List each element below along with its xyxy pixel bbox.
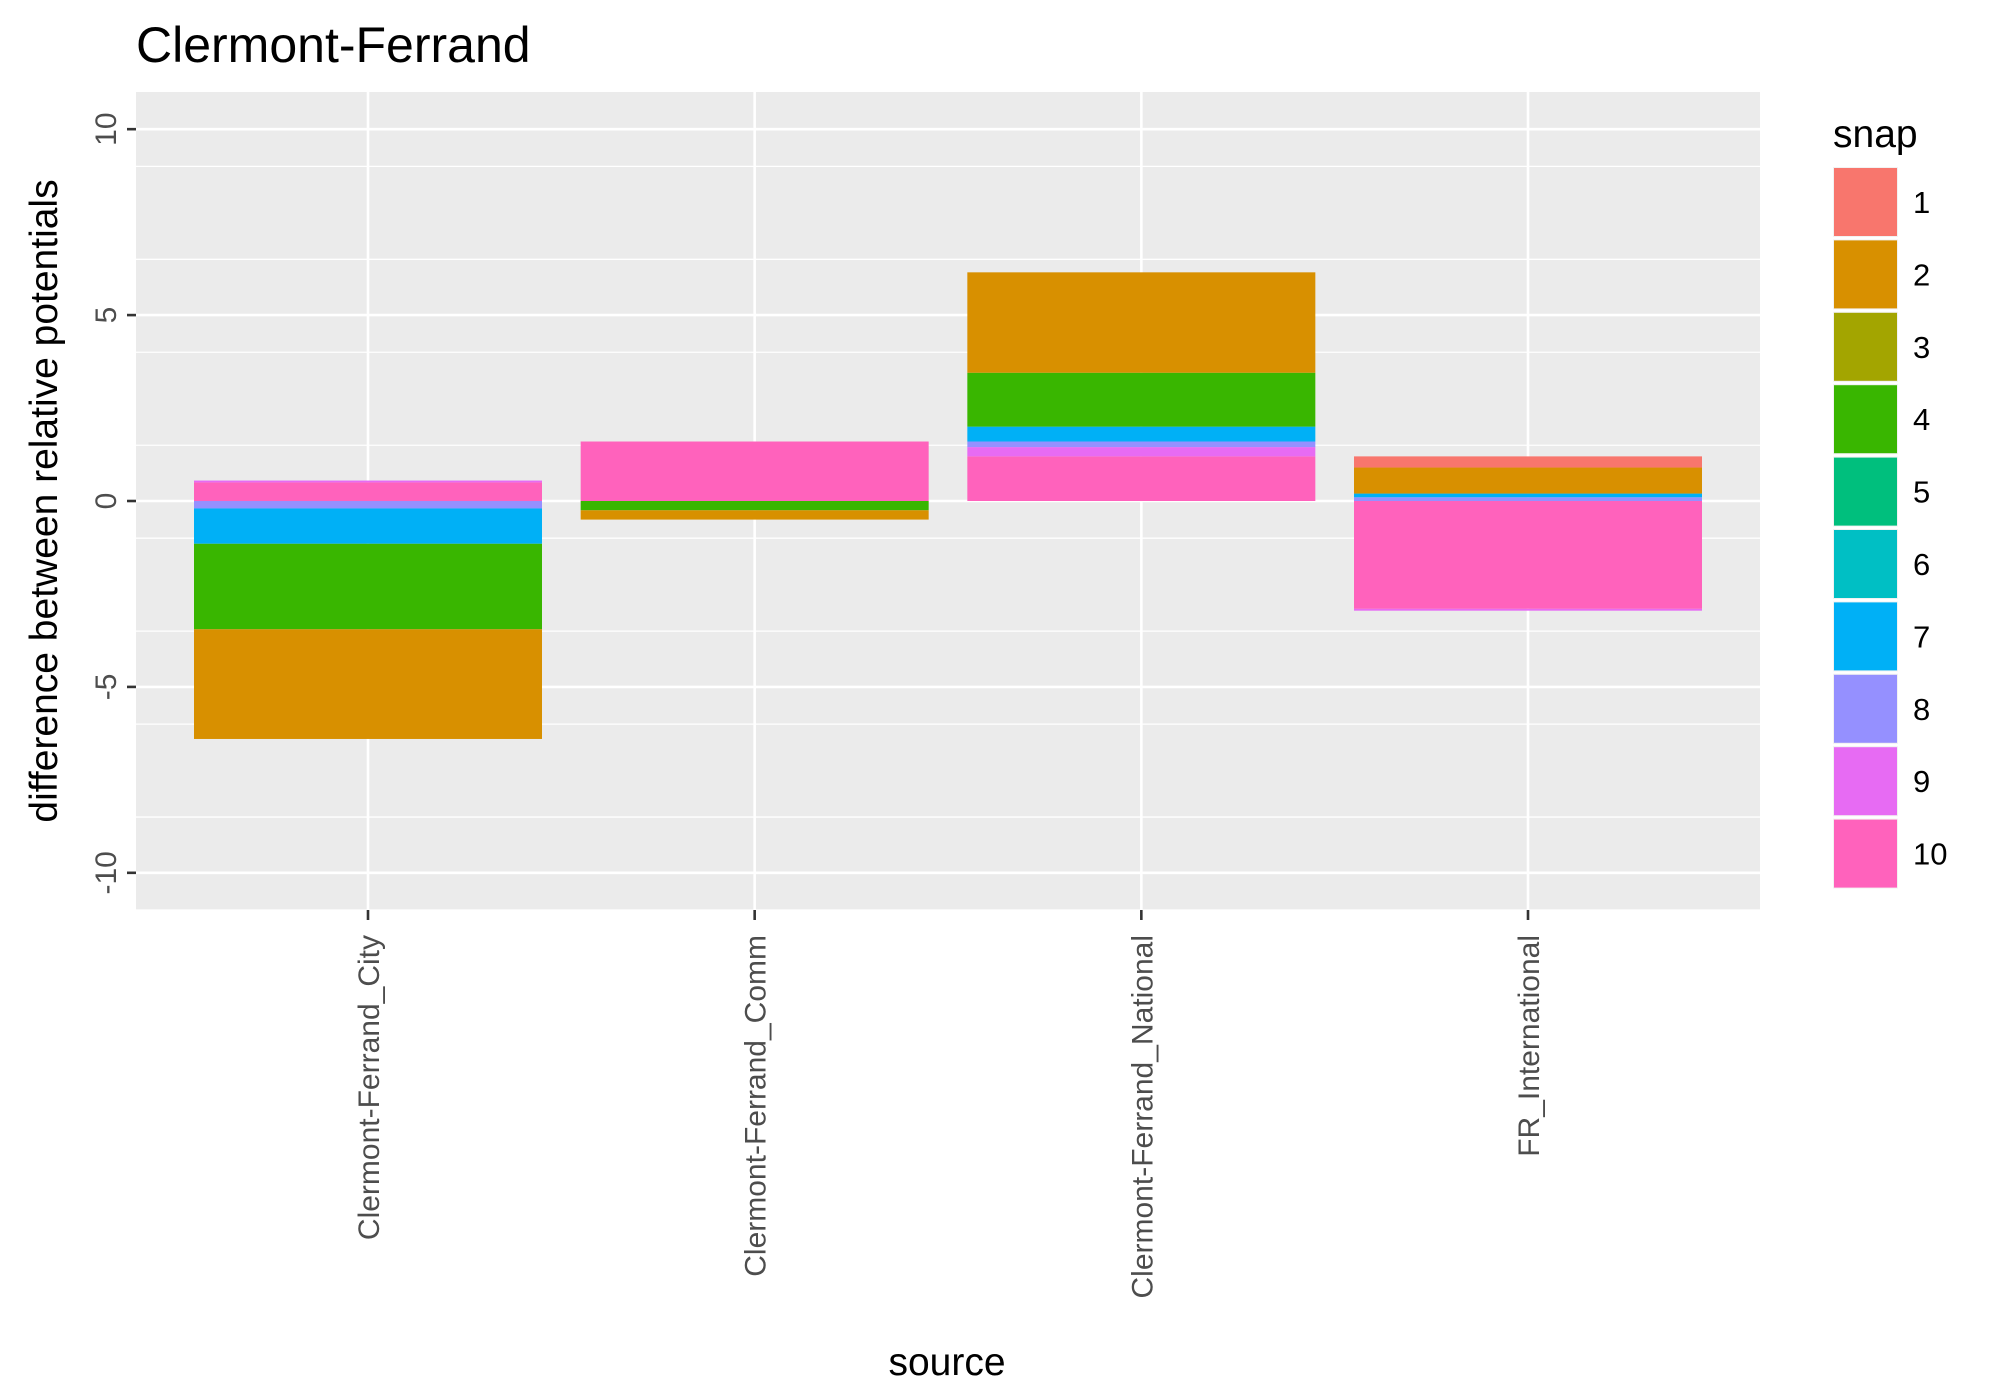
x-tick-label: Clermont-Ferrand_Comm — [740, 935, 773, 1277]
bar-segment — [967, 372, 1316, 427]
legend-label: 8 — [1913, 692, 1930, 727]
legend: snap 1 2 3 4 5 6 7 8 9 10 — [1833, 113, 1947, 889]
legend-key-7 — [1834, 602, 1897, 671]
legend-label: 7 — [1913, 619, 1930, 654]
legend-title: snap — [1833, 113, 1918, 156]
bar-segment — [194, 508, 542, 544]
legend-key-9 — [1834, 747, 1897, 816]
y-tick-label: -10 — [90, 851, 123, 894]
x-tick-label: FR_International — [1513, 935, 1546, 1157]
legend-label: 10 — [1913, 837, 1947, 872]
bar-segment — [1354, 608, 1702, 611]
y-axis-title: difference between relative potentials — [23, 179, 66, 822]
bar-segment — [580, 441, 929, 501]
bar-segment — [1354, 467, 1702, 494]
bar-segment — [1354, 456, 1702, 468]
x-tick-label: Clermont-Ferrand_City — [353, 935, 386, 1240]
legend-label: 3 — [1913, 330, 1930, 365]
legend-key-10 — [1834, 819, 1897, 888]
legend-key-8 — [1834, 674, 1897, 743]
bar-segment — [967, 441, 1316, 448]
bar-segment — [1354, 497, 1702, 501]
bar-segment — [194, 501, 542, 509]
bar-segment — [1354, 493, 1702, 498]
bar-segment — [967, 447, 1316, 457]
bar-segment — [967, 272, 1316, 373]
legend-key-4 — [1834, 385, 1897, 454]
legend-label: 1 — [1913, 185, 1930, 220]
x-tick-label: Clermont-Ferrand_National — [1126, 935, 1159, 1299]
bar-segment — [194, 482, 542, 501]
bar-segment — [194, 543, 542, 630]
bar-segment — [580, 501, 929, 511]
bar-segment — [967, 426, 1316, 442]
legend-label: 9 — [1913, 764, 1930, 799]
bar-segment — [967, 456, 1316, 501]
bar-segment — [580, 510, 929, 520]
legend-label: 5 — [1913, 475, 1930, 510]
y-tick-label: 5 — [90, 307, 123, 324]
bars-layer — [194, 272, 1702, 739]
chart-title: Clermont-Ferrand — [136, 17, 531, 73]
y-tick-label: 0 — [90, 493, 123, 510]
y-tick-label: 10 — [90, 112, 123, 145]
legend-label: 6 — [1913, 547, 1930, 582]
legend-key-1 — [1834, 168, 1897, 236]
x-axis-title: source — [888, 1341, 1005, 1384]
bar-segment — [1354, 501, 1702, 609]
bar-segment — [194, 629, 542, 739]
legend-label: 4 — [1913, 402, 1930, 437]
axis-layer: -10 -5 0 5 10 Clermont-Ferrand_City Clermont-F… — [90, 112, 1546, 1298]
legend-key-6 — [1834, 530, 1897, 598]
legend-key-3 — [1834, 312, 1897, 381]
bar-segment — [194, 480, 542, 483]
legend-key-5 — [1834, 457, 1897, 526]
y-tick-label: -5 — [90, 674, 123, 701]
legend-key-2 — [1834, 240, 1897, 309]
legend-label: 2 — [1913, 257, 1930, 292]
